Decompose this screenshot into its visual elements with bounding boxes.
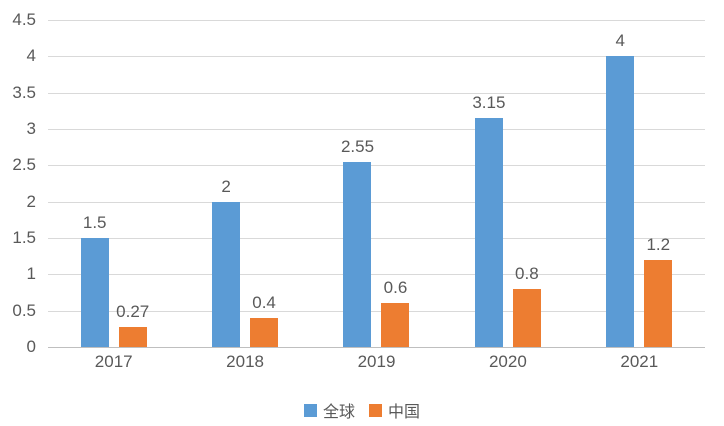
bar-wrap-中国-2019: 0.6 [381,278,410,347]
bar-wrap-全球-2020: 3.15 [472,93,505,347]
legend-item-global: 全球 [303,398,355,422]
gridline-1 [48,274,705,276]
x-tick-label-2021: 2021 [620,352,659,371]
bar-中国-2019 [381,303,410,347]
bar-全球-2019 [343,161,372,347]
y-tick-label-1.5: 1.5 [12,228,36,247]
gridline-4 [48,56,705,58]
legend: 全球 中国 [0,398,724,422]
value-label-全球-2017: 1.5 [82,213,107,232]
value-label-全球-2020: 3.15 [472,93,506,113]
bar-group-2019: 2.55 0.6 [311,20,442,347]
gridline-0 [48,347,705,348]
bar-wrap-全球-2017: 1.5 [80,213,109,347]
bar-wrap-中国-2021: 1.2 [644,235,673,347]
bar-group-2018: 2 0.4 [179,20,310,347]
x-axis: 2017 2018 2019 2020 2021 [48,352,705,376]
y-tick-label-2: 2 [26,191,36,211]
y-tick-label-2.5: 2.5 [12,155,36,175]
y-tick-label-3: 3 [26,119,36,138]
bar-group-2021: 4 1.2 [574,20,705,347]
value-label-中国-2017: 0.27 [116,302,150,322]
plot-area: 1.5 0.27 2 0.4 2.55 0.6 3.15 0.8 4 1.2 [48,20,705,348]
bar-wrap-中国-2018: 0.4 [250,293,279,347]
legend-item-china: 中国 [369,398,420,422]
y-tick-label-0: 0 [26,337,36,356]
y-axis: 4.5 4 3.5 3 2.5 2 1.5 1 0.5 0 [0,0,42,426]
bar-group-2017: 1.5 0.27 [48,20,179,347]
bar-group-2020: 3.15 0.8 [442,20,573,347]
value-label-中国-2020: 0.8 [515,263,539,283]
x-tick-label-2018: 2018 [226,352,264,371]
y-tick-label-3.5: 3.5 [12,82,36,102]
gridline-4.5 [48,20,705,21]
gridline-2.5 [48,165,705,167]
bar-wrap-全球-2021: 4 [606,31,635,347]
bar-wrap-全球-2018: 2 [212,177,241,347]
bar-wrap-中国-2020: 0.8 [512,264,541,347]
value-label-中国-2021: 1.2 [646,234,671,254]
gridline-2 [48,201,705,203]
bar-wrap-中国-2017: 0.27 [116,302,149,347]
gridline-1.5 [48,238,705,239]
bar-全球-2021 [606,56,635,347]
gridline-3 [48,129,705,130]
value-label-全球-2019: 2.55 [340,136,375,156]
legend-swatch-china [369,403,382,417]
legend-label-global: 全球 [322,404,355,421]
bar-中国-2017 [118,327,147,347]
gridline-0.5 [48,310,705,312]
x-tick-label-2017: 2017 [94,352,133,371]
bar-全球-2018 [212,201,241,347]
y-tick-label-4.5: 4.5 [12,10,36,29]
x-tick-label-2019: 2019 [357,352,396,371]
bar-中国-2018 [250,317,279,347]
value-label-全球-2018: 2 [221,176,231,196]
gridline-3.5 [48,92,705,94]
bar-全球-2020 [474,118,503,347]
bar-中国-2020 [512,288,541,347]
value-label-全球-2021: 4 [615,31,626,51]
bar-wrap-全球-2019: 2.55 [341,137,374,347]
bar-全球-2017 [80,238,109,347]
legend-label-china: 中国 [388,404,421,421]
value-label-中国-2018: 0.4 [252,292,276,312]
y-tick-label-1: 1 [26,264,36,284]
legend-swatch-global [303,403,317,417]
bar-中国-2021 [644,259,673,347]
y-tick-label-0.5: 0.5 [12,300,36,320]
value-label-中国-2019: 0.6 [383,278,408,298]
x-tick-label-2020: 2020 [488,352,527,371]
y-tick-label-4: 4 [26,46,36,66]
